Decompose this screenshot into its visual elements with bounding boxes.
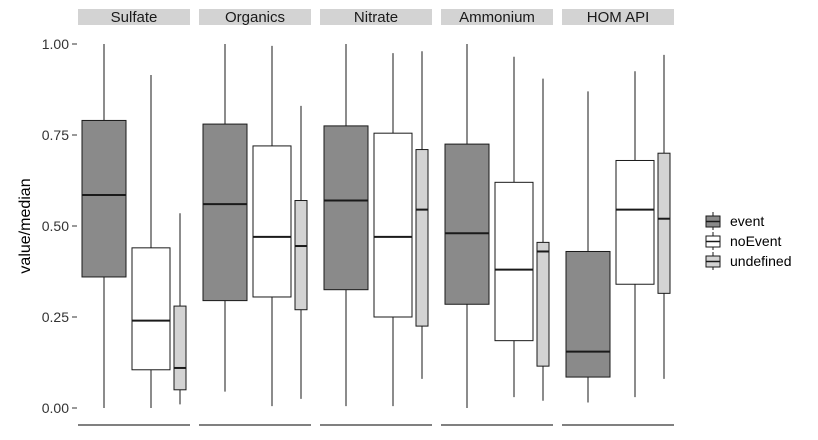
box-iqr — [173, 305, 187, 391]
box-event — [323, 44, 369, 407]
facet-panel: Nitrate — [320, 9, 432, 426]
box-iqr — [294, 200, 308, 311]
box-iqr — [615, 159, 655, 285]
box-noEvent — [252, 45, 292, 407]
facet-panel: HOM API — [562, 9, 674, 426]
box-event — [81, 44, 127, 408]
y-tick-label: 0.75 — [42, 127, 69, 143]
box-iqr — [444, 143, 490, 305]
box-iqr — [131, 247, 171, 371]
box-event — [565, 91, 611, 403]
box-iqr — [81, 119, 127, 278]
y-tick-label: 0.00 — [42, 400, 69, 416]
box-undefined — [294, 105, 308, 399]
box-event — [444, 44, 490, 408]
y-tick-label: 0.25 — [42, 309, 69, 325]
box-iqr — [657, 152, 671, 294]
facet-strip-label: Ammonium — [459, 9, 535, 26]
box-undefined — [657, 54, 671, 379]
box-iqr — [565, 250, 611, 378]
box-iqr — [373, 132, 413, 318]
y-axis-title: value/median — [17, 178, 34, 273]
legend-item-noEvent: noEvent — [705, 232, 781, 250]
box-undefined — [536, 78, 550, 401]
legend-label: undefined — [730, 253, 792, 269]
facet-strip-label: Sulfate — [111, 9, 158, 26]
y-tick-label: 0.50 — [42, 218, 69, 234]
box-iqr — [415, 149, 429, 327]
legend-item-undefined: undefined — [705, 252, 792, 270]
facet-panel: Organics — [199, 9, 311, 426]
legend-label: event — [730, 213, 764, 229]
box-iqr — [202, 123, 248, 302]
legend-item-event: event — [705, 212, 764, 230]
legend-label: noEvent — [730, 233, 781, 249]
facet-strip — [441, 9, 553, 25]
box-noEvent — [131, 74, 171, 408]
facet-panel: Ammonium — [441, 9, 553, 426]
box-iqr — [536, 241, 550, 367]
box-noEvent — [494, 56, 534, 398]
box-iqr — [494, 181, 534, 342]
box-iqr — [252, 145, 292, 298]
box-undefined — [415, 51, 429, 379]
y-tick-label: 1.00 — [42, 36, 69, 52]
facet-strip — [320, 9, 432, 25]
facet-strip — [78, 9, 190, 25]
facet-strip-label: HOM API — [587, 9, 650, 26]
facet-strip — [562, 9, 674, 25]
box-noEvent — [615, 71, 655, 398]
box-event — [202, 44, 248, 392]
facet-strip-label: Nitrate — [354, 9, 398, 26]
facet-strip-label: Organics — [225, 9, 285, 26]
box-iqr — [323, 125, 369, 291]
facet-strip — [199, 9, 311, 25]
box-undefined — [173, 213, 187, 405]
facet-panel: Sulfate — [78, 9, 190, 426]
box-noEvent — [373, 53, 413, 407]
